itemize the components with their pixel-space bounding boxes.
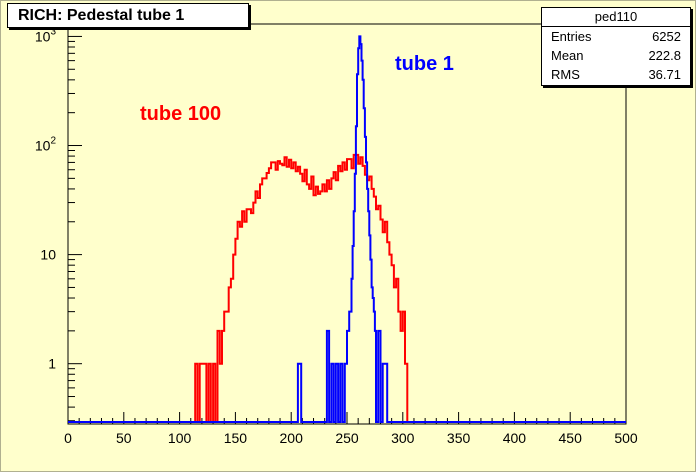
x-tick-label: 350 [447, 430, 471, 446]
stats-row-rms: RMS 36.71 [542, 65, 690, 84]
x-tick-label: 50 [116, 430, 132, 446]
y-tick-label: 10 [40, 247, 56, 263]
stats-label: Mean [551, 48, 584, 63]
x-tick-label: 100 [168, 430, 192, 446]
x-tick-label: 300 [391, 430, 415, 446]
annotation-tube-1: tube 1 [395, 53, 454, 75]
series-tube-100-line [68, 153, 626, 423]
series-tube-1-line [68, 35, 626, 423]
x-tick-label: 400 [503, 430, 527, 446]
x-tick-label: 250 [335, 430, 359, 446]
stats-label: Entries [551, 29, 592, 44]
x-tick-label: 450 [559, 430, 583, 446]
stats-box: ped110 Entries 6252 Mean 222.8 RMS 36.71 [541, 7, 691, 86]
y-axis: 1 10 102 103 [35, 26, 82, 422]
x-tick-label: 150 [224, 430, 248, 446]
stats-value: 222.8 [648, 48, 681, 63]
stats-label: RMS [551, 67, 580, 82]
y-tick-label: 103 [35, 26, 57, 44]
series-layer [68, 35, 626, 423]
y-tick-label: 102 [35, 136, 57, 154]
x-tick-label: 0 [64, 430, 72, 446]
stats-value: 36.71 [648, 67, 681, 82]
annotation-tube-100: tube 100 [140, 103, 221, 125]
x-tick-label: 500 [614, 430, 638, 446]
x-tick-label: 200 [280, 430, 304, 446]
stats-value: 6252 [652, 29, 681, 44]
stats-row-mean: Mean 222.8 [542, 46, 690, 65]
stats-name: ped110 [542, 8, 690, 27]
y-tick-label: 1 [48, 356, 56, 372]
stats-row-entries: Entries 6252 [542, 27, 690, 46]
histogram-title: RICH: Pedestal tube 1 [7, 3, 249, 28]
